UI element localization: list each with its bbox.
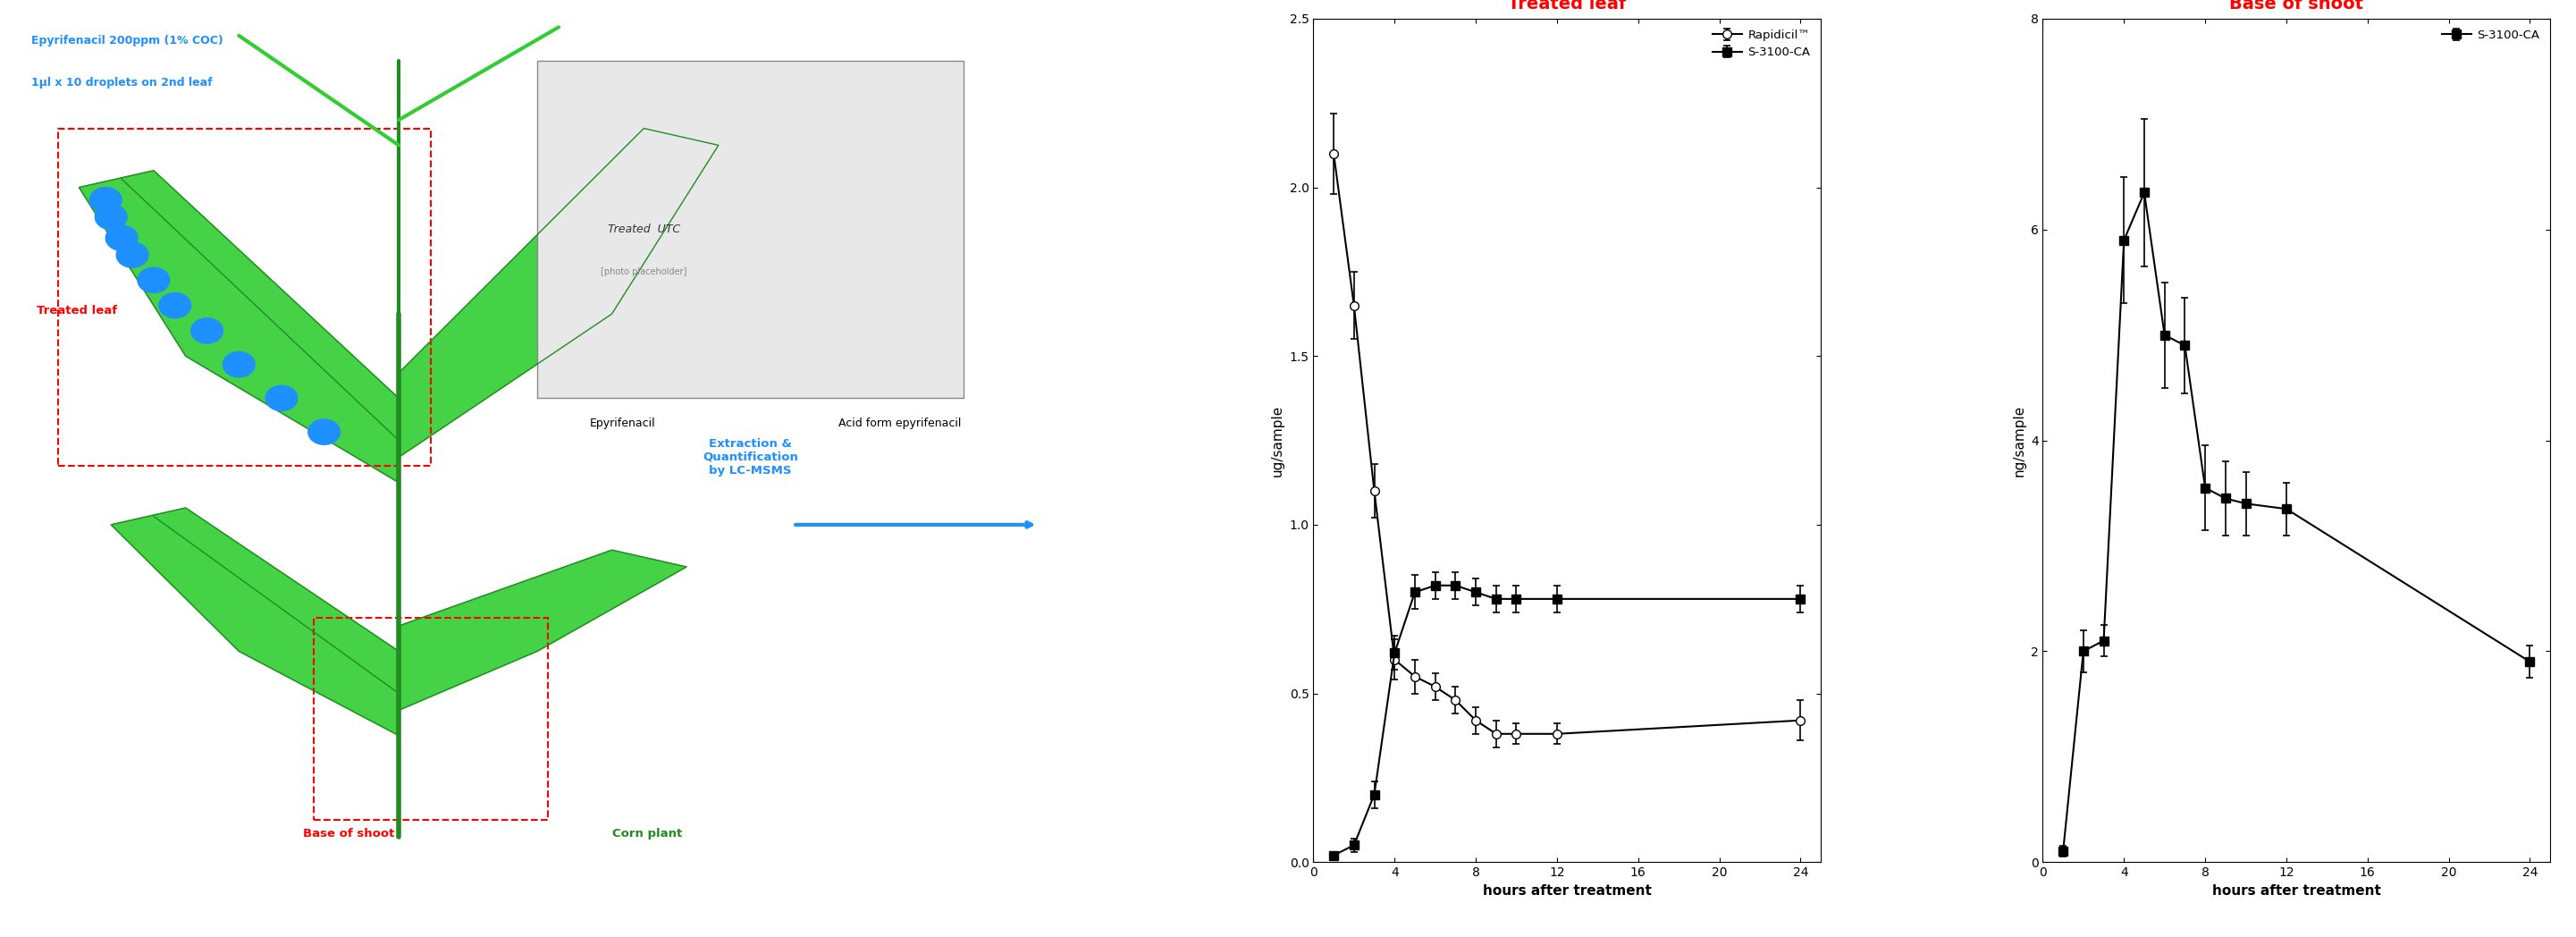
Title: Treated leaf: Treated leaf [1507, 0, 1625, 12]
Polygon shape [399, 128, 719, 457]
Title: Base of shoot: Base of shoot [2228, 0, 2365, 12]
Circle shape [90, 187, 121, 213]
Text: [photo placeholder]: [photo placeholder] [600, 267, 688, 276]
X-axis label: hours after treatment: hours after treatment [2213, 884, 2380, 898]
Y-axis label: ng/sample: ng/sample [2012, 405, 2025, 476]
Circle shape [95, 204, 126, 230]
X-axis label: hours after treatment: hours after treatment [1484, 884, 1651, 898]
Circle shape [191, 319, 224, 344]
Circle shape [116, 242, 149, 268]
Y-axis label: ug/sample: ug/sample [1270, 405, 1285, 476]
FancyBboxPatch shape [538, 61, 963, 398]
Circle shape [224, 351, 255, 378]
Text: 1μl x 10 droplets on 2nd leaf: 1μl x 10 droplets on 2nd leaf [31, 77, 211, 89]
Circle shape [137, 268, 170, 292]
Text: Treated  UTC: Treated UTC [608, 224, 680, 235]
Polygon shape [111, 508, 399, 736]
Polygon shape [80, 171, 399, 483]
Circle shape [309, 420, 340, 445]
Circle shape [106, 225, 137, 251]
Legend: Rapidicil™, S-3100-CA: Rapidicil™, S-3100-CA [1708, 24, 1816, 63]
Polygon shape [399, 550, 685, 710]
Legend: S-3100-CA: S-3100-CA [2437, 24, 2545, 46]
Text: Epyrifenacil: Epyrifenacil [590, 418, 654, 429]
Circle shape [265, 386, 296, 411]
Text: Corn plant: Corn plant [613, 827, 683, 840]
Circle shape [160, 292, 191, 319]
Text: Acid form epyrifenacil: Acid form epyrifenacil [837, 418, 961, 429]
Text: Treated leaf: Treated leaf [36, 305, 116, 317]
Text: Base of shoot: Base of shoot [304, 827, 394, 840]
Text: Extraction &
Quantification
by LC-MSMS: Extraction & Quantification by LC-MSMS [703, 438, 799, 477]
Text: Epyrifenacil 200ppm (1% COC): Epyrifenacil 200ppm (1% COC) [31, 35, 224, 47]
